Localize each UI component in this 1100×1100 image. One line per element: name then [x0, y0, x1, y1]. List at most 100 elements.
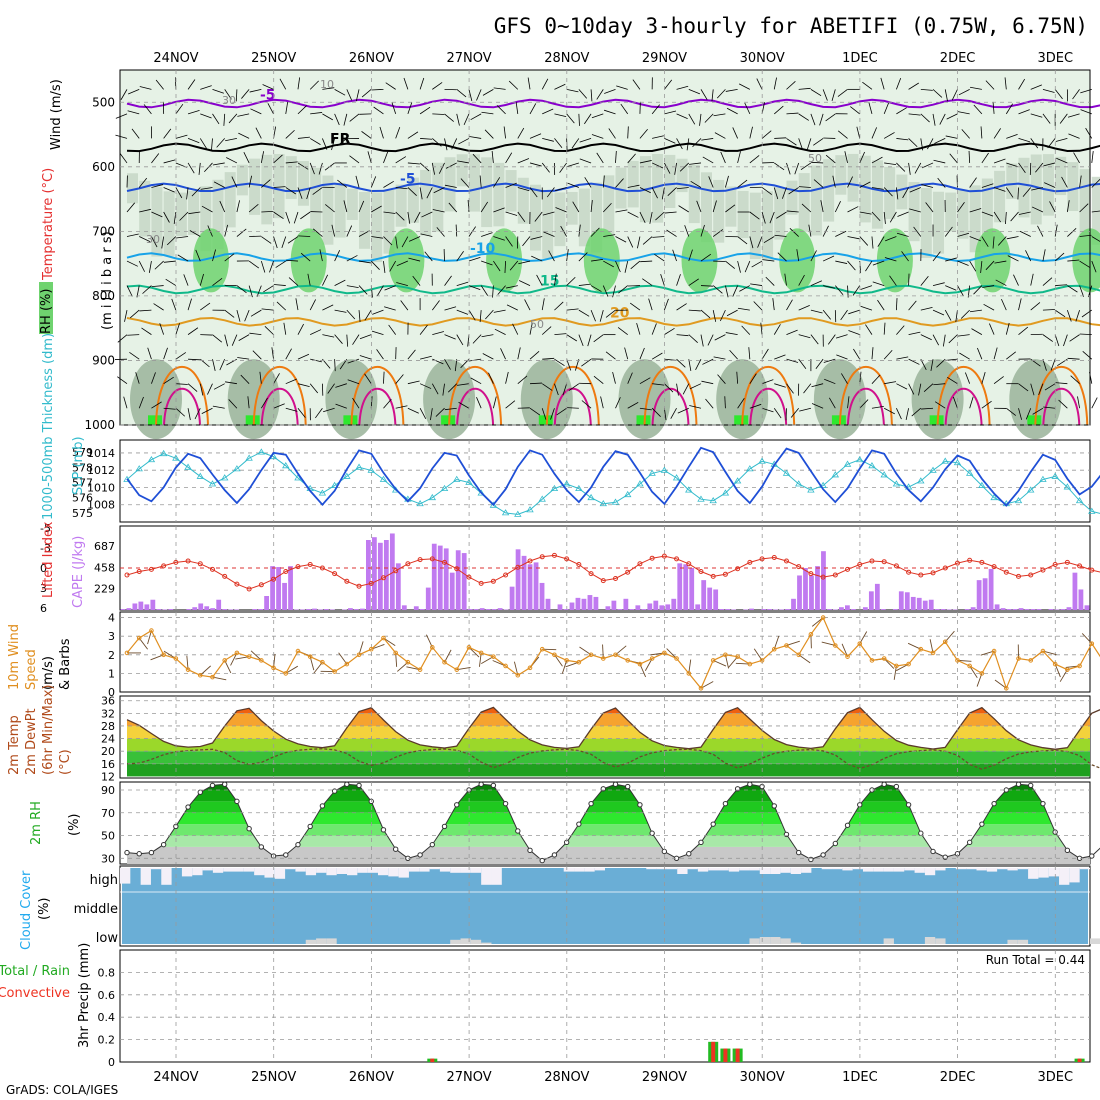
- wind-barb: [383, 151, 389, 164]
- wind-barb: [811, 383, 824, 388]
- precip-tick-label: 0: [108, 1056, 115, 1069]
- wind-speed-point: [222, 658, 227, 663]
- rh-shading: [578, 188, 590, 247]
- wind-barb: [663, 162, 671, 174]
- wind-barb: [236, 310, 241, 322]
- wind-barb: [629, 302, 641, 311]
- wind-barb: [981, 400, 992, 409]
- cape-bar: [443, 548, 449, 610]
- wind-barb: [470, 377, 482, 385]
- wind-barb: [590, 285, 602, 292]
- wind-speed-point: [307, 654, 313, 659]
- wind-axis-label: Wind (m/s): [49, 79, 64, 150]
- rh-shading: [1055, 156, 1067, 196]
- wind-speed-point: [625, 658, 631, 663]
- wind-barb: [944, 309, 952, 321]
- precip-axis-label: 3hr Precip (mm): [77, 943, 92, 1048]
- wind-barb: [579, 138, 592, 143]
- surface-wind-barb: [1081, 633, 1093, 644]
- lifted-index-point: [649, 555, 655, 561]
- wind-barb: [213, 383, 225, 390]
- cape-bar: [527, 564, 533, 610]
- wind-barb: [908, 162, 911, 175]
- lifted-index-point: [429, 556, 435, 562]
- wind-barb: [1025, 408, 1032, 420]
- wind-barb: [1010, 211, 1019, 222]
- wind-barb: [138, 260, 146, 272]
- thickness-point: [526, 506, 534, 513]
- low-cloud-bar: [305, 939, 317, 944]
- rh-point: [832, 840, 839, 847]
- cape-bar: [1000, 608, 1006, 610]
- rh-point: [576, 821, 582, 827]
- wind-barb: [431, 383, 439, 395]
- wind-barb: [285, 161, 298, 164]
- surface-wind-barb: [406, 666, 421, 671]
- wind-barb: [1030, 113, 1043, 118]
- lifted-index-point: [1052, 562, 1058, 567]
- lifted-index-point: [466, 574, 472, 580]
- precip-convective-bar: [1077, 1058, 1082, 1062]
- wind-barb: [1019, 230, 1031, 237]
- cape-bar: [545, 598, 551, 610]
- cape-bar: [192, 607, 198, 610]
- wind-barb: [148, 260, 152, 273]
- surface-isotherm: [1034, 366, 1089, 426]
- wind-barb: [124, 310, 128, 322]
- wind-barb: [774, 383, 786, 388]
- thickness-point: [648, 469, 656, 476]
- wind-barb: [936, 358, 946, 368]
- wind-barb: [773, 407, 782, 419]
- rh-shading: [981, 178, 993, 247]
- lifted-index-point: [368, 580, 374, 586]
- date-label-bottom: 1DEC: [842, 1070, 878, 1085]
- high-cloud-gap: [563, 868, 575, 872]
- cape-bar: [479, 608, 485, 610]
- lifted-index-point: [515, 564, 521, 570]
- wind-barb: [297, 162, 309, 170]
- wind-barb: [840, 309, 848, 321]
- wind-barb: [542, 357, 555, 360]
- wind-barb: [530, 236, 543, 240]
- wind-barb: [554, 273, 557, 286]
- wind-barb: [811, 161, 824, 164]
- wind-barb: [554, 83, 566, 90]
- wind-barb: [932, 113, 936, 126]
- cape-bar: [1084, 605, 1090, 610]
- wind-barb: [327, 383, 335, 394]
- wind-barb: [347, 358, 360, 364]
- wind-barb: [139, 309, 152, 312]
- wind-barb: [554, 333, 567, 336]
- rh-humid-area: [1009, 359, 1062, 440]
- wind-tick-label: 0: [108, 686, 115, 699]
- wind-barb: [810, 89, 822, 97]
- wind-barb: [712, 285, 723, 294]
- wind-barb: [982, 285, 995, 288]
- rh-shading: [969, 185, 981, 253]
- surface-wind-barb: [713, 659, 727, 667]
- thickness-point: [709, 496, 717, 504]
- wind-barb: [256, 285, 262, 297]
- rh-point: [905, 802, 912, 808]
- wind-speed-point: [271, 665, 276, 671]
- wind-barb: [283, 322, 287, 335]
- wind-barb: [470, 113, 482, 121]
- high-cloud-gap: [264, 868, 275, 878]
- wind-barb: [263, 285, 274, 293]
- thickness-point: [1027, 486, 1035, 493]
- wind-barb: [824, 378, 836, 385]
- wind-barb: [781, 187, 787, 199]
- wind-barb: [187, 79, 196, 90]
- surface-wind-barb: [358, 641, 364, 655]
- wind-barb: [401, 236, 409, 248]
- wind-barb: [371, 88, 384, 91]
- wind-barb: [225, 138, 237, 142]
- wind-barb: [666, 229, 677, 237]
- wind-barb: [224, 89, 232, 100]
- wind-barb: [456, 89, 467, 98]
- wind-barb: [173, 211, 177, 224]
- wind-barb: [438, 162, 445, 174]
- temp2m-axis-label: 2m DewPt: [24, 708, 39, 775]
- date-label-top: 29NOV: [642, 51, 687, 66]
